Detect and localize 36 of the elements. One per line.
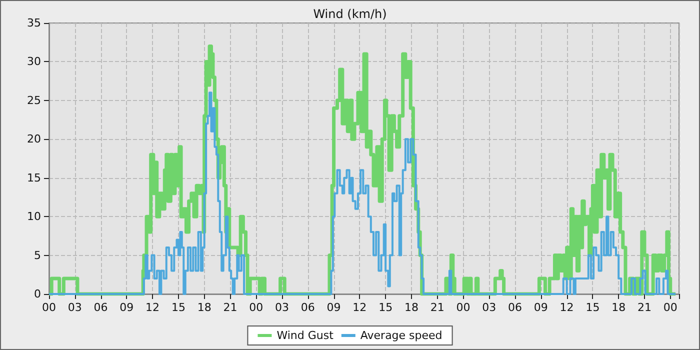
x-tick-label: 18 <box>612 301 626 314</box>
x-tick-label: 21 <box>223 301 238 314</box>
x-tick-label: 18 <box>404 301 418 314</box>
x-tick-label: 21 <box>637 301 652 314</box>
x-tick-label: 06 <box>508 301 522 314</box>
x-tick-label: 09 <box>326 301 341 314</box>
y-tick-label: 30 <box>27 55 41 68</box>
y-tick-label: 20 <box>27 132 41 146</box>
x-tick-label: 12 <box>352 301 367 314</box>
y-tick-label: 10 <box>27 210 41 224</box>
x-tick-label: 09 <box>120 301 134 314</box>
x-tick-label: 12 <box>146 301 160 314</box>
x-tick-label: 06 <box>94 301 108 314</box>
x-tick-label: 00 <box>249 301 264 314</box>
y-tick-label: 25 <box>27 94 41 107</box>
y-tick-label: 5 <box>34 248 41 262</box>
legend-label: Wind Gust <box>276 329 334 342</box>
x-tick-label: 03 <box>275 301 290 314</box>
chart-title: Wind (km/h) <box>313 7 387 21</box>
x-tick-label: 18 <box>197 301 212 314</box>
x-tick-label: 00 <box>42 301 56 314</box>
legend-label: Average speed <box>360 329 442 342</box>
x-tick-label: 15 <box>586 301 600 314</box>
y-tick-label: 15 <box>27 171 41 184</box>
y-tick-label: 35 <box>27 16 41 30</box>
x-tick-label: 03 <box>68 301 82 314</box>
x-tick-label: 15 <box>378 301 393 314</box>
x-tick-label: 21 <box>430 301 444 314</box>
x-tick-label: 00 <box>663 301 678 314</box>
x-tick-label: 03 <box>482 301 496 314</box>
x-tick-label: 00 <box>456 301 470 314</box>
x-tick-label: 09 <box>534 301 548 314</box>
x-tick-label: 12 <box>560 301 574 314</box>
x-tick-label: 06 <box>300 301 315 314</box>
y-tick-label: 0 <box>34 288 41 300</box>
x-tick-label: 15 <box>171 301 186 314</box>
